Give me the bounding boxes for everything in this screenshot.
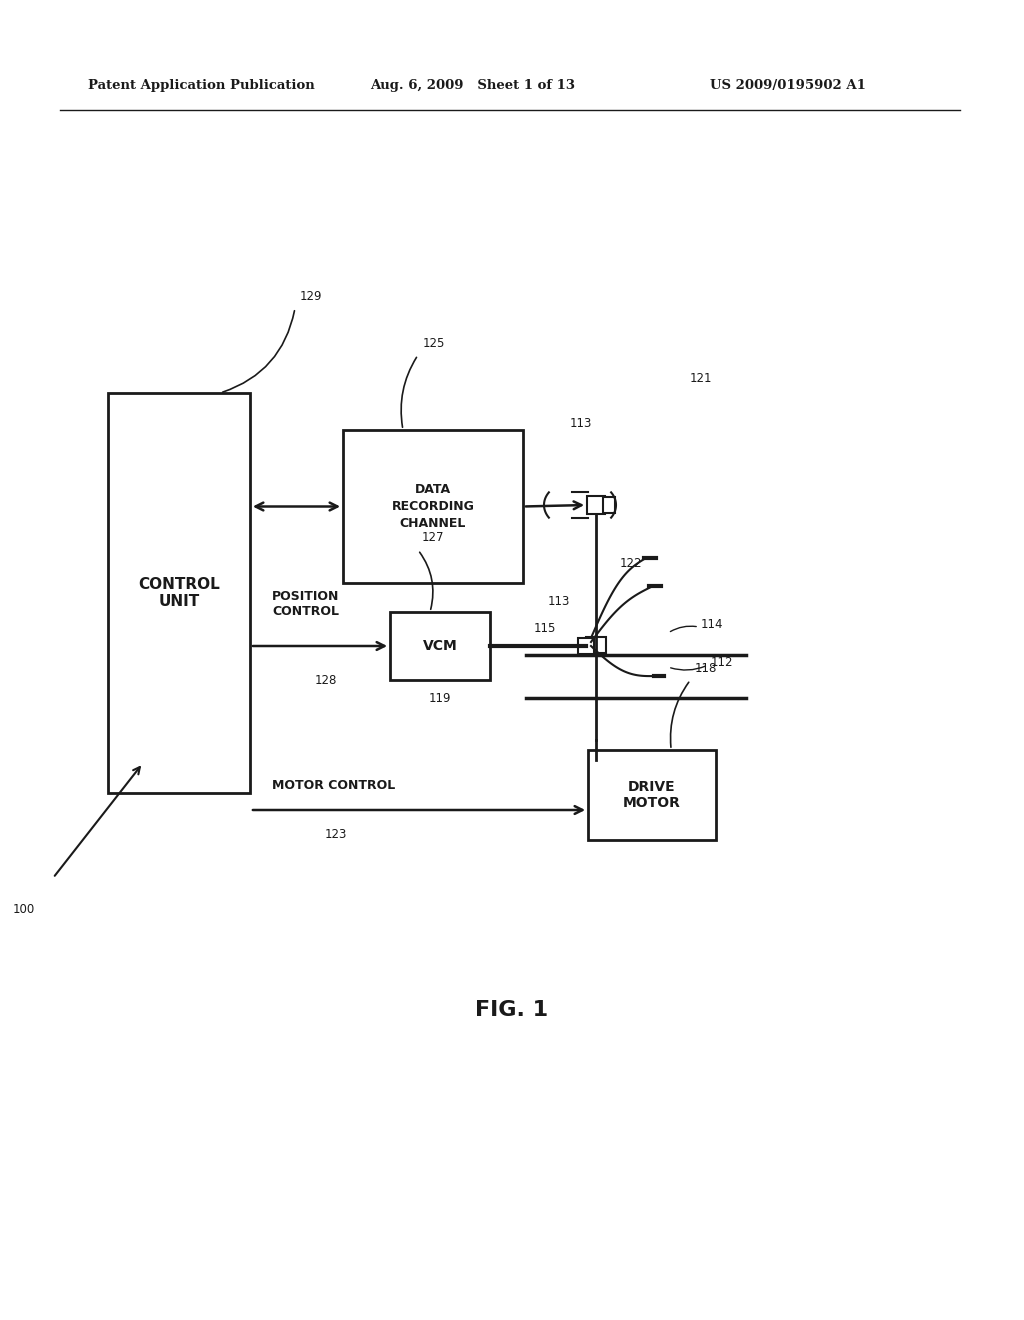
Bar [108,393,250,793]
Text: 118: 118 [694,663,717,675]
Text: Patent Application Publication: Patent Application Publication [88,78,314,91]
Text: DRIVE
MOTOR: DRIVE MOTOR [623,780,681,810]
Text: 113: 113 [570,417,592,430]
Bar [603,498,615,513]
Bar [343,430,523,583]
Text: 123: 123 [325,828,347,841]
Text: 125: 125 [423,337,445,350]
Text: US 2009/0195902 A1: US 2009/0195902 A1 [710,78,866,91]
Text: POSITION
CONTROL: POSITION CONTROL [272,590,339,618]
Text: 128: 128 [315,675,337,686]
Text: 115: 115 [534,622,556,635]
Text: CONTROL
UNIT: CONTROL UNIT [138,577,220,610]
Text: 119: 119 [429,692,452,705]
Text: FIG. 1: FIG. 1 [475,1001,549,1020]
Text: 121: 121 [690,372,713,385]
Bar [588,750,716,840]
Bar [390,612,490,680]
Text: Aug. 6, 2009   Sheet 1 of 13: Aug. 6, 2009 Sheet 1 of 13 [370,78,575,91]
Text: DATA
RECORDING
CHANNEL: DATA RECORDING CHANNEL [391,483,474,531]
Text: 112: 112 [711,656,733,669]
Text: 114: 114 [701,619,724,631]
Text: 127: 127 [422,531,444,544]
Text: 122: 122 [620,557,642,570]
Bar [587,496,605,513]
Bar [586,638,606,653]
Bar [578,638,594,653]
Text: VCM: VCM [423,639,458,653]
Text: 129: 129 [300,290,323,304]
Text: 100: 100 [13,903,35,916]
Text: 113: 113 [548,595,570,609]
Text: MOTOR CONTROL: MOTOR CONTROL [272,779,395,792]
